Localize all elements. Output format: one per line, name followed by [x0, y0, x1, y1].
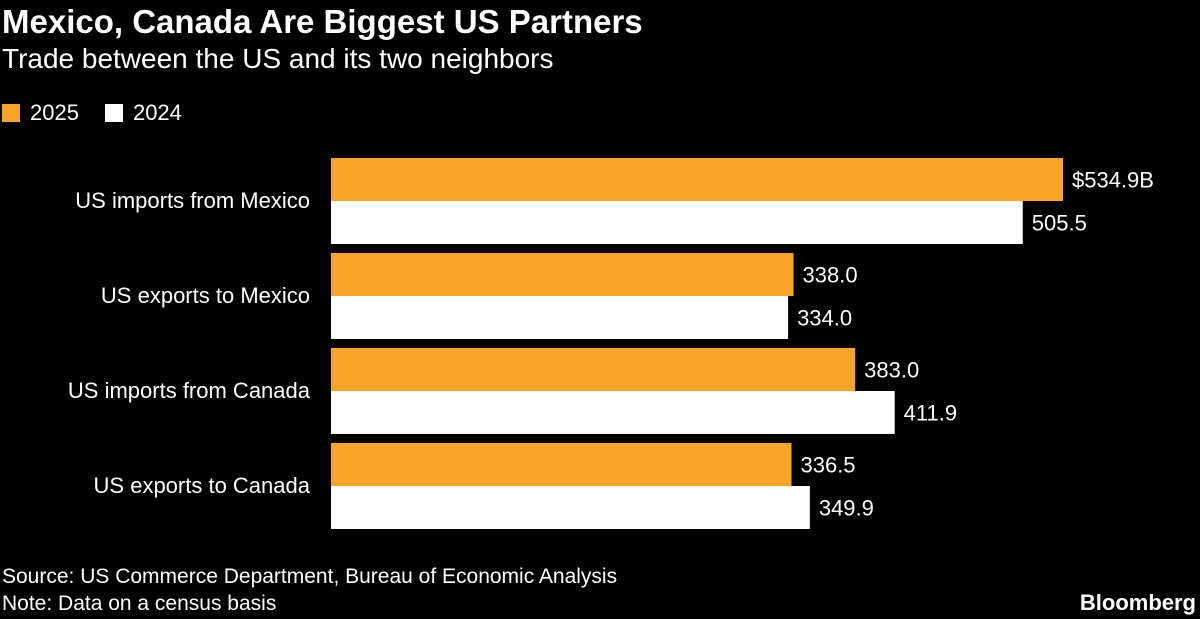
- legend-swatch-2024: [104, 104, 123, 122]
- bar-2024: [331, 201, 1023, 244]
- data-label: 349.9: [819, 496, 874, 521]
- source-note: Source: US Commerce Department, Bureau o…: [2, 565, 618, 588]
- legend-swatch-2025: [2, 104, 20, 122]
- chart-subtitle: Trade between the US and its two neighbo…: [2, 43, 554, 74]
- bar-2024: [331, 391, 895, 434]
- bar-2025: [331, 348, 856, 391]
- category-label: US imports from Mexico: [75, 188, 310, 213]
- data-label: $534.9B: [1072, 168, 1154, 193]
- data-label: 338.0: [803, 263, 858, 288]
- data-label: 505.5: [1032, 211, 1087, 236]
- category-label: US imports from Canada: [68, 378, 311, 403]
- data-note: Note: Data on a census basis: [2, 592, 277, 615]
- bar-chart: US imports from Mexico $534.9B 505.5 US exp…: [68, 158, 1154, 529]
- legend: 2025 2024: [2, 98, 208, 128]
- data-label: 336.5: [800, 453, 855, 478]
- bloomberg-logo: Bloomberg: [1079, 590, 1196, 615]
- data-label: 334.0: [797, 306, 852, 331]
- data-label: 383.0: [864, 358, 919, 383]
- bar-2024: [331, 296, 789, 339]
- legend-item-2024: 2024: [104, 100, 182, 126]
- bar-2025: [331, 158, 1063, 201]
- legend-label-2024: 2024: [132, 100, 182, 125]
- legend-item-2025: 2025: [2, 100, 79, 126]
- legend-label-2025: 2025: [30, 100, 79, 125]
- category-label: US exports to Mexico: [101, 283, 310, 308]
- chart-title: Mexico, Canada Are Biggest US Partners: [2, 3, 643, 40]
- bar-2025: [331, 253, 794, 296]
- category-label: US exports to Canada: [94, 473, 311, 498]
- bar-2025: [331, 443, 792, 486]
- bar-2024: [331, 486, 810, 529]
- data-label: 411.9: [904, 401, 957, 426]
